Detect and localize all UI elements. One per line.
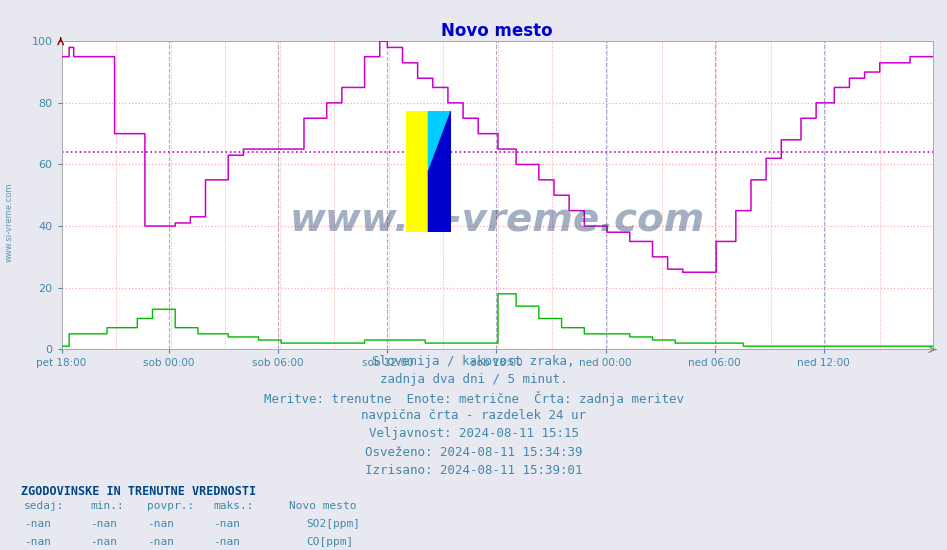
- Text: -nan: -nan: [213, 537, 241, 547]
- Text: www.si-vreme.com: www.si-vreme.com: [5, 183, 14, 262]
- Text: Novo mesto: Novo mesto: [289, 501, 356, 511]
- Text: min.:: min.:: [90, 501, 124, 511]
- Polygon shape: [405, 111, 428, 232]
- Text: -nan: -nan: [90, 537, 117, 547]
- Text: SO2[ppm]: SO2[ppm]: [306, 519, 360, 529]
- Text: Slovenija / kakovost zraka,: Slovenija / kakovost zraka,: [372, 355, 575, 368]
- Text: CO[ppm]: CO[ppm]: [306, 537, 353, 547]
- Text: www.si-vreme.com: www.si-vreme.com: [290, 201, 705, 239]
- Text: -nan: -nan: [24, 537, 51, 547]
- Text: -nan: -nan: [24, 519, 51, 529]
- Polygon shape: [428, 111, 451, 172]
- Text: -nan: -nan: [90, 519, 117, 529]
- Text: povpr.:: povpr.:: [147, 501, 194, 511]
- Text: ZGODOVINSKE IN TRENUTNE VREDNOSTI: ZGODOVINSKE IN TRENUTNE VREDNOSTI: [21, 485, 256, 498]
- Title: Novo mesto: Novo mesto: [441, 21, 553, 40]
- Text: maks.:: maks.:: [213, 501, 254, 511]
- Text: -nan: -nan: [147, 519, 174, 529]
- Text: sedaj:: sedaj:: [24, 501, 64, 511]
- Text: Osveženo: 2024-08-11 15:34:39: Osveženo: 2024-08-11 15:34:39: [365, 446, 582, 459]
- Text: -nan: -nan: [147, 537, 174, 547]
- Text: zadnja dva dni / 5 minut.: zadnja dva dni / 5 minut.: [380, 373, 567, 386]
- Text: Meritve: trenutne  Enote: metrične  Črta: zadnja meritev: Meritve: trenutne Enote: metrične Črta: …: [263, 391, 684, 406]
- Text: navpična črta - razdelek 24 ur: navpična črta - razdelek 24 ur: [361, 409, 586, 422]
- Text: -nan: -nan: [213, 519, 241, 529]
- Text: Veljavnost: 2024-08-11 15:15: Veljavnost: 2024-08-11 15:15: [368, 427, 579, 441]
- Polygon shape: [428, 111, 451, 232]
- Text: Izrisano: 2024-08-11 15:39:01: Izrisano: 2024-08-11 15:39:01: [365, 464, 582, 477]
